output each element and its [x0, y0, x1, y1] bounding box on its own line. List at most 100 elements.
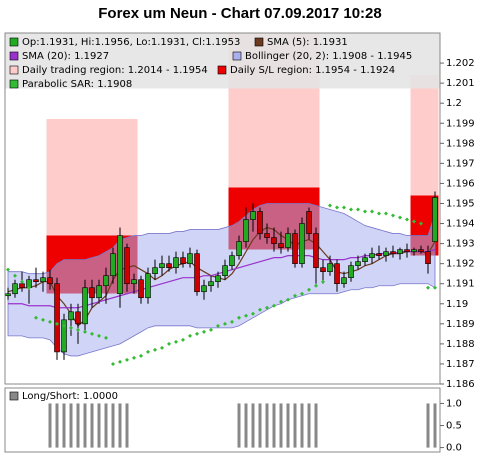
sar-dot	[167, 341, 171, 346]
candle-body	[390, 251, 396, 254]
long-short-bar	[258, 403, 262, 448]
legend-swatch	[9, 79, 19, 89]
y-tick-label: 1.202	[446, 58, 475, 69]
candle-body	[159, 263, 165, 268]
sar-dot	[349, 207, 353, 212]
y-tick-label: 1.193	[446, 239, 475, 250]
candle-body	[320, 267, 326, 272]
long-short-bar	[426, 403, 430, 448]
legend-label: Parabolic SAR: 1.1908	[22, 79, 132, 90]
trading-region	[81, 119, 89, 236]
trading-region	[305, 33, 313, 188]
y-tick-label: 1.199	[446, 118, 475, 129]
sar-dot	[111, 361, 115, 366]
sar-dot	[370, 209, 374, 214]
sar-dot	[307, 287, 311, 292]
sl-region	[417, 195, 425, 256]
legend-swatch	[254, 37, 264, 47]
candle-body	[397, 249, 403, 254]
trading-region	[431, 75, 439, 196]
candle-body	[180, 257, 186, 264]
trading-region	[123, 119, 131, 236]
sar-dot	[433, 285, 437, 290]
candle-body	[89, 287, 95, 299]
candle-body	[138, 279, 144, 299]
sar-dot	[251, 311, 255, 316]
long-short-bar	[111, 403, 115, 448]
candle-body	[236, 241, 242, 256]
y-tick-label: 1.195	[446, 198, 475, 209]
trading-region	[424, 75, 432, 196]
candle-body	[152, 267, 158, 274]
sar-dot	[90, 331, 94, 336]
y-tick-label: 1.2	[446, 98, 462, 109]
trading-region	[67, 119, 75, 236]
candle-body	[348, 265, 354, 278]
long-short-bar	[118, 403, 122, 448]
long-short-bar	[265, 403, 269, 448]
trading-region	[256, 33, 264, 188]
sar-dot	[146, 349, 150, 354]
candle-body	[404, 249, 410, 252]
long-short-bar	[307, 403, 311, 448]
legend-label: Long/Short: 1.0000	[22, 391, 118, 402]
long-short-bar	[293, 403, 297, 448]
trading-region	[417, 75, 425, 196]
sar-dot	[363, 209, 367, 214]
candle-body	[369, 253, 375, 258]
long-short-bar	[251, 403, 255, 448]
trading-region	[95, 119, 103, 236]
sar-dot	[153, 347, 157, 352]
candle-body	[341, 277, 347, 285]
candle-body	[33, 279, 39, 283]
candle-body	[292, 233, 298, 264]
candle-body	[432, 197, 438, 242]
sar-dot	[83, 329, 87, 334]
candle-body	[103, 275, 109, 287]
sar-dot	[223, 321, 227, 326]
candle-body	[201, 285, 207, 293]
candle-body	[208, 281, 214, 287]
long-short-bar	[433, 403, 437, 448]
candle-body	[278, 243, 284, 248]
sar-dot	[356, 207, 360, 212]
long-short-bar	[55, 403, 59, 448]
sar-dot	[314, 283, 318, 288]
sar-dot	[104, 335, 108, 340]
trading-region	[284, 33, 292, 188]
legend-label: Daily trading region: 1.2014 - 1.1954	[22, 65, 208, 76]
candle-body	[5, 293, 11, 297]
candle-body	[215, 275, 221, 283]
candle-body	[82, 287, 88, 325]
candle-body	[418, 249, 424, 252]
candle-body	[117, 235, 123, 295]
sar-dot	[202, 329, 206, 334]
candle-body	[355, 261, 361, 266]
sar-dot	[237, 315, 241, 320]
candle-body	[131, 279, 137, 285]
trading-region	[312, 33, 320, 188]
sl-region	[235, 187, 243, 250]
legend-swatch	[9, 37, 19, 47]
trading-region	[130, 119, 138, 236]
legend-swatch	[217, 65, 227, 75]
trading-region	[277, 33, 285, 188]
y-tick-label: 1.196	[446, 178, 475, 189]
legend-label: Op:1.1931, Hi:1.1956, Lo:1.1931, Cl:1.19…	[22, 37, 240, 48]
sar-dot	[41, 317, 45, 322]
trading-region	[270, 33, 278, 188]
sar-dot	[139, 353, 143, 358]
long-short-bar	[272, 403, 276, 448]
candle-body	[299, 223, 305, 264]
trading-region	[235, 33, 243, 188]
long-short-bar	[69, 403, 73, 448]
sar-dot	[34, 315, 38, 320]
candle-body	[19, 283, 25, 289]
candle-body	[285, 233, 291, 248]
sar-dot	[118, 359, 122, 364]
legend-swatch	[9, 65, 19, 75]
legend-label: SMA (20): 1.1927	[22, 51, 109, 62]
trading-region	[74, 119, 82, 236]
candle-body	[12, 283, 18, 295]
sar-dot	[384, 211, 388, 216]
